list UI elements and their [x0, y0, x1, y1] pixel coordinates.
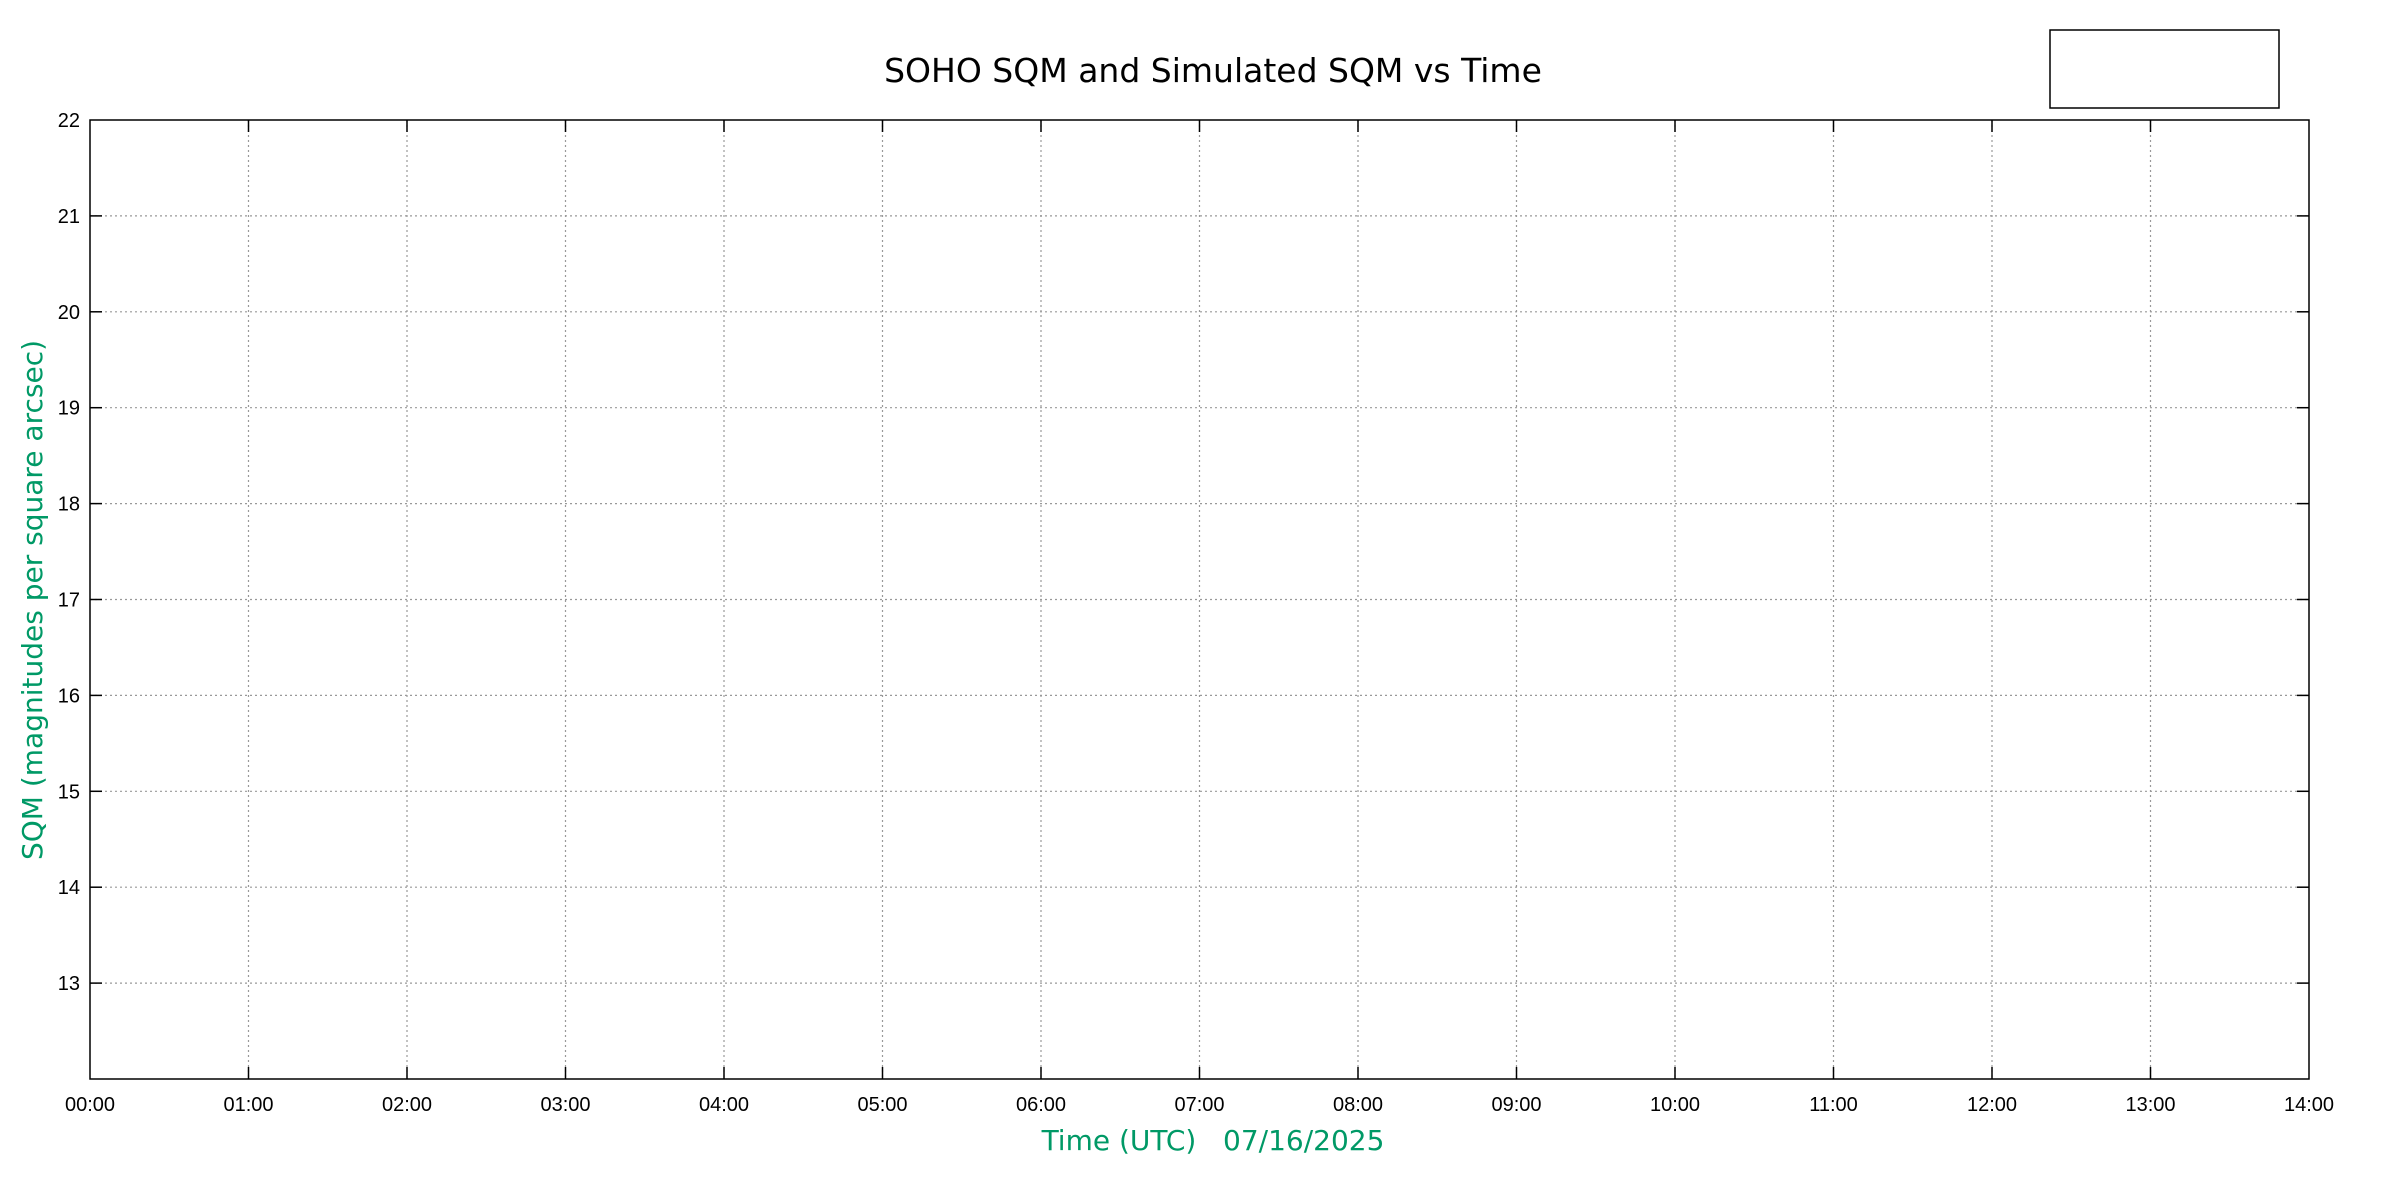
x-tick-label: 09:00 — [1491, 1094, 1541, 1116]
x-tick-label: 12:00 — [1967, 1094, 2017, 1116]
y-tick-label: 20 — [58, 302, 80, 324]
y-tick-label: 21 — [58, 206, 80, 228]
x-tick-label: 06:00 — [1016, 1094, 1066, 1116]
chart-title: SOHO SQM and Simulated SQM vs Time — [884, 51, 1542, 90]
x-tick-label: 14:00 — [2284, 1094, 2334, 1116]
x-tick-label: 11:00 — [1809, 1094, 1858, 1116]
x-tick-label: 02:00 — [382, 1094, 432, 1116]
y-tick-label: 19 — [58, 398, 80, 420]
x-tick-label: 07:00 — [1174, 1094, 1224, 1116]
grid — [90, 120, 2309, 1079]
y-tick-label: 16 — [58, 685, 80, 707]
x-tick-label: 01:00 — [223, 1094, 273, 1116]
x-tick-label: 00:00 — [65, 1094, 115, 1116]
x-tick-label: 03:00 — [540, 1094, 590, 1116]
y-tick-label: 14 — [58, 877, 80, 899]
y-axis-label: SQM (magnitudes per square arcsec) — [16, 340, 49, 860]
x-tick-label: 08:00 — [1333, 1094, 1383, 1116]
x-tick-label: 04:00 — [699, 1094, 749, 1116]
x-axis-label: Time (UTC) 07/16/2025 — [1041, 1124, 1385, 1157]
y-tick-label: 13 — [58, 973, 80, 995]
y-tick-label: 15 — [58, 781, 80, 803]
y-tick-label: 17 — [58, 590, 80, 612]
x-tick-label: 13:00 — [2125, 1094, 2175, 1116]
y-tick-label: 22 — [58, 110, 80, 132]
legend-box — [2049, 29, 2280, 109]
x-tick-label: 05:00 — [857, 1094, 907, 1116]
x-tick-label: 10:00 — [1650, 1094, 1700, 1116]
y-tick-label: 18 — [58, 494, 80, 516]
ticks: 00:00 01:00 02:00 03:00 04:00 05:00 06:00 07:00… — [58, 110, 2334, 1116]
